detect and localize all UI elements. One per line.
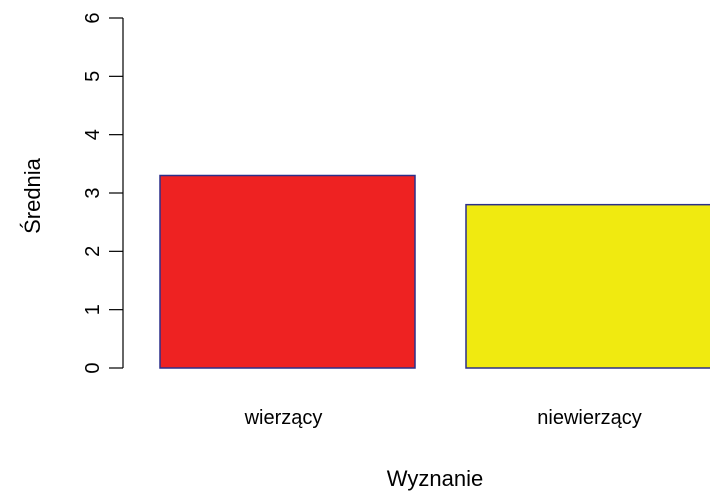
bars (159, 174, 710, 369)
y-tick-label: 0 (82, 362, 104, 373)
y-tick-label: 4 (82, 129, 104, 140)
x-category-label: wierzący (244, 407, 323, 429)
x-category-label: niewierzący (537, 407, 641, 429)
y-tick-label: 3 (82, 187, 104, 198)
y-tick-label: 1 (82, 304, 104, 315)
y-tick-label: 5 (82, 71, 104, 82)
y-axis: 0 1 2 3 4 5 6 (82, 12, 124, 374)
x-axis-categories: wierzący niewierzący (244, 407, 642, 429)
y-tick-label: 6 (82, 12, 104, 23)
y-axis-label: Średnia (20, 157, 45, 234)
bar-1 (465, 203, 710, 369)
y-tick-label: 2 (82, 246, 104, 257)
bar-0 (159, 174, 416, 369)
x-axis-label: Wyznanie (387, 466, 483, 491)
